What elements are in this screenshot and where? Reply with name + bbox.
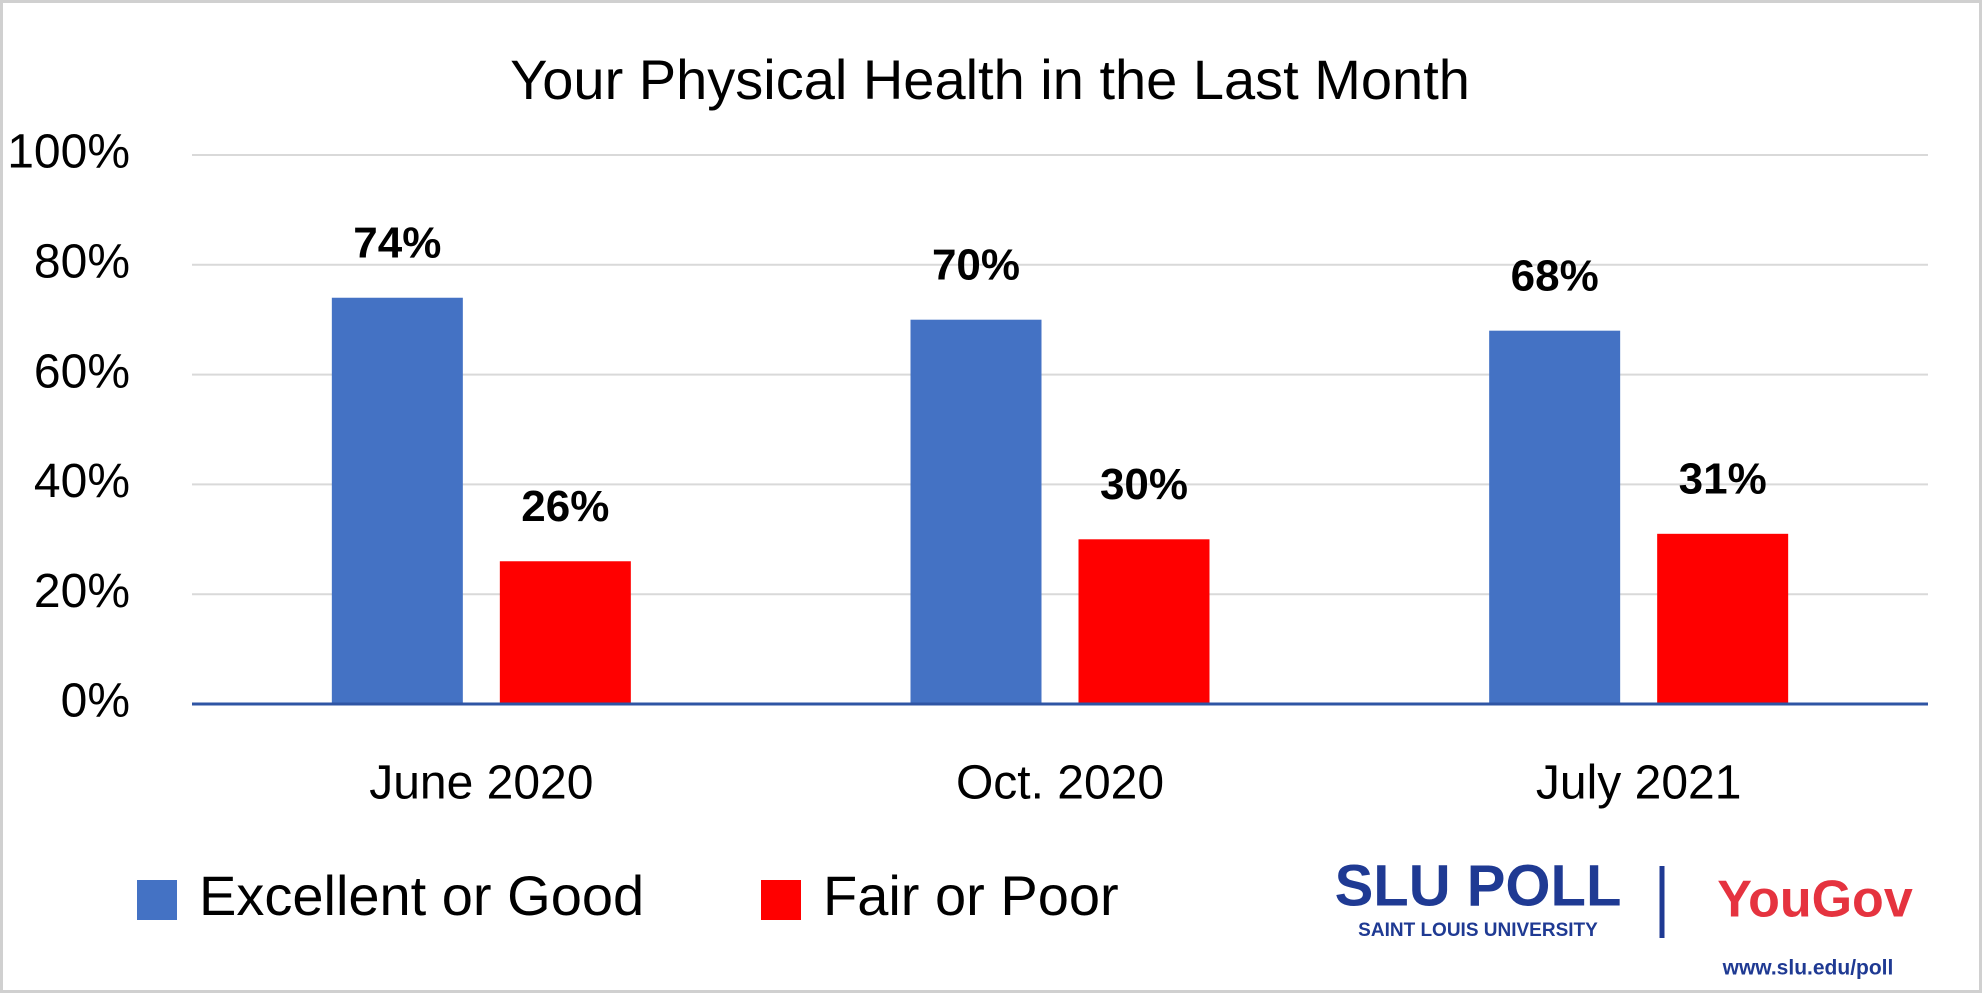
partner-logo: YouGov bbox=[1717, 871, 1913, 929]
y-tick-label: 40% bbox=[34, 455, 130, 508]
x-tick-label: Oct. 2020 bbox=[956, 757, 1164, 810]
bar bbox=[910, 319, 1042, 704]
legend-label: Excellent or Good bbox=[199, 864, 644, 927]
value-label: 70% bbox=[932, 240, 1020, 289]
bar bbox=[1489, 330, 1621, 704]
chart-title: Your Physical Health in the Last Month bbox=[510, 48, 1470, 111]
y-tick-label: 0% bbox=[61, 675, 130, 728]
logo: SLU POLL bbox=[1335, 853, 1622, 918]
y-tick-label: 80% bbox=[34, 235, 130, 288]
bar bbox=[1078, 539, 1210, 704]
value-label: 68% bbox=[1511, 251, 1599, 300]
x-tick-label: June 2020 bbox=[369, 757, 593, 810]
bar bbox=[499, 561, 631, 704]
value-label: 30% bbox=[1100, 460, 1188, 509]
legend-label: Fair or Poor bbox=[823, 864, 1119, 927]
value-label: 31% bbox=[1679, 454, 1767, 503]
logo-subtitle: SAINT LOUIS UNIVERSITY bbox=[1358, 920, 1598, 941]
bar bbox=[1657, 533, 1789, 704]
y-tick-label: 100% bbox=[7, 126, 130, 179]
x-tick-label: July 2021 bbox=[1536, 757, 1741, 810]
value-label: 26% bbox=[521, 482, 609, 531]
legend-swatch bbox=[761, 880, 801, 920]
bar bbox=[331, 297, 463, 704]
value-label: 74% bbox=[353, 218, 441, 267]
y-tick-label: 60% bbox=[34, 345, 130, 398]
url: www.slu.edu/poll bbox=[1722, 957, 1894, 980]
legend-swatch bbox=[137, 880, 177, 920]
y-tick-label: 20% bbox=[34, 565, 130, 618]
